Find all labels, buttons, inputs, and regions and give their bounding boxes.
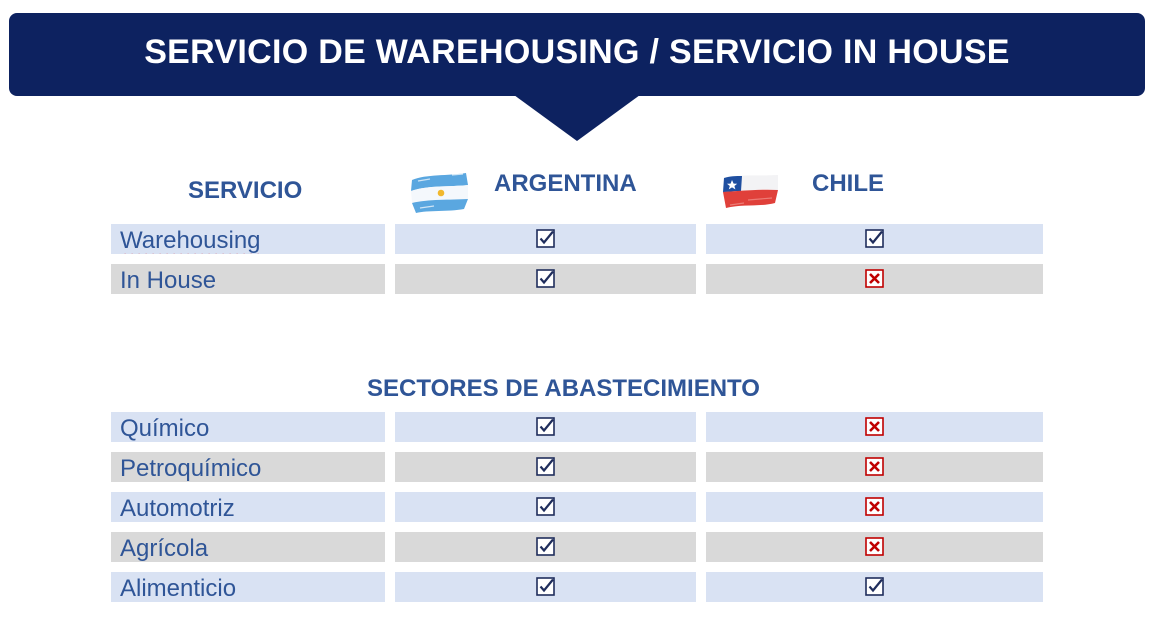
checkbox-checked-icon [536, 576, 555, 596]
banner-pointer [514, 95, 640, 141]
row-label-warehousing: Warehousing [120, 227, 261, 254]
cell-chile-warehousing [706, 224, 1043, 254]
table-row-label: Warehousing [111, 224, 385, 254]
cell-argentina-alimenticio [395, 572, 696, 602]
cell-chile-quimico [706, 412, 1043, 442]
table-row-label: Alimenticio [111, 572, 385, 602]
checkbox-checked-icon [536, 536, 555, 556]
column-header-servicio: SERVICIO [188, 177, 303, 204]
cell-chile-in-house [706, 264, 1043, 294]
table-row-label: Petroquímico [111, 452, 385, 482]
cell-argentina-warehousing [395, 224, 696, 254]
column-header-argentina: ARGENTINA [494, 170, 637, 197]
column-header-chile: CHILE [812, 170, 884, 197]
checkbox-crossed-icon [865, 536, 884, 556]
cell-chile-petroquimico [706, 452, 1043, 482]
cell-argentina-petroquimico [395, 452, 696, 482]
row-label-agricola: Agrícola [120, 535, 209, 562]
row-label-automotriz: Automotriz [120, 495, 235, 522]
row-label-petroquimico: Petroquímico [120, 455, 262, 482]
chile-flag-icon [723, 175, 778, 208]
page-title: SERVICIO DE WAREHOUSING / SERVICIO IN HO… [144, 33, 1010, 71]
cell-argentina-automotriz [395, 492, 696, 522]
title-banner: SERVICIO DE WAREHOUSING / SERVICIO IN HO… [9, 13, 1145, 96]
checkbox-checked-icon [536, 228, 555, 248]
checkbox-checked-icon [536, 456, 555, 476]
cell-chile-agricola [706, 532, 1043, 562]
cell-argentina-agricola [395, 532, 696, 562]
checkbox-crossed-icon [865, 416, 884, 436]
checkbox-crossed-icon [865, 496, 884, 516]
row-label-in-house: In House [120, 267, 217, 294]
table-row-label: Agrícola [111, 532, 385, 562]
table-row-label: Químico [111, 412, 385, 442]
cell-chile-alimenticio [706, 572, 1043, 602]
row-label-alimenticio: Alimenticio [120, 575, 237, 602]
checkbox-checked-icon [536, 416, 555, 436]
table-row-label: Automotriz [111, 492, 385, 522]
table-row-label: In House [111, 264, 385, 294]
checkbox-checked-icon [865, 228, 884, 248]
row-label-quimico: Químico [120, 415, 210, 442]
cell-chile-automotriz [706, 492, 1043, 522]
cell-argentina-in-house [395, 264, 696, 294]
checkbox-checked-icon [536, 268, 555, 288]
checkbox-checked-icon [865, 576, 884, 596]
argentina-flag-icon [411, 173, 468, 213]
checkbox-checked-icon [536, 496, 555, 516]
checkbox-crossed-icon [865, 456, 884, 476]
cell-argentina-quimico [395, 412, 696, 442]
section-title-sectores: SECTORES DE ABASTECIMIENTO [367, 375, 760, 402]
checkbox-crossed-icon [865, 268, 884, 288]
